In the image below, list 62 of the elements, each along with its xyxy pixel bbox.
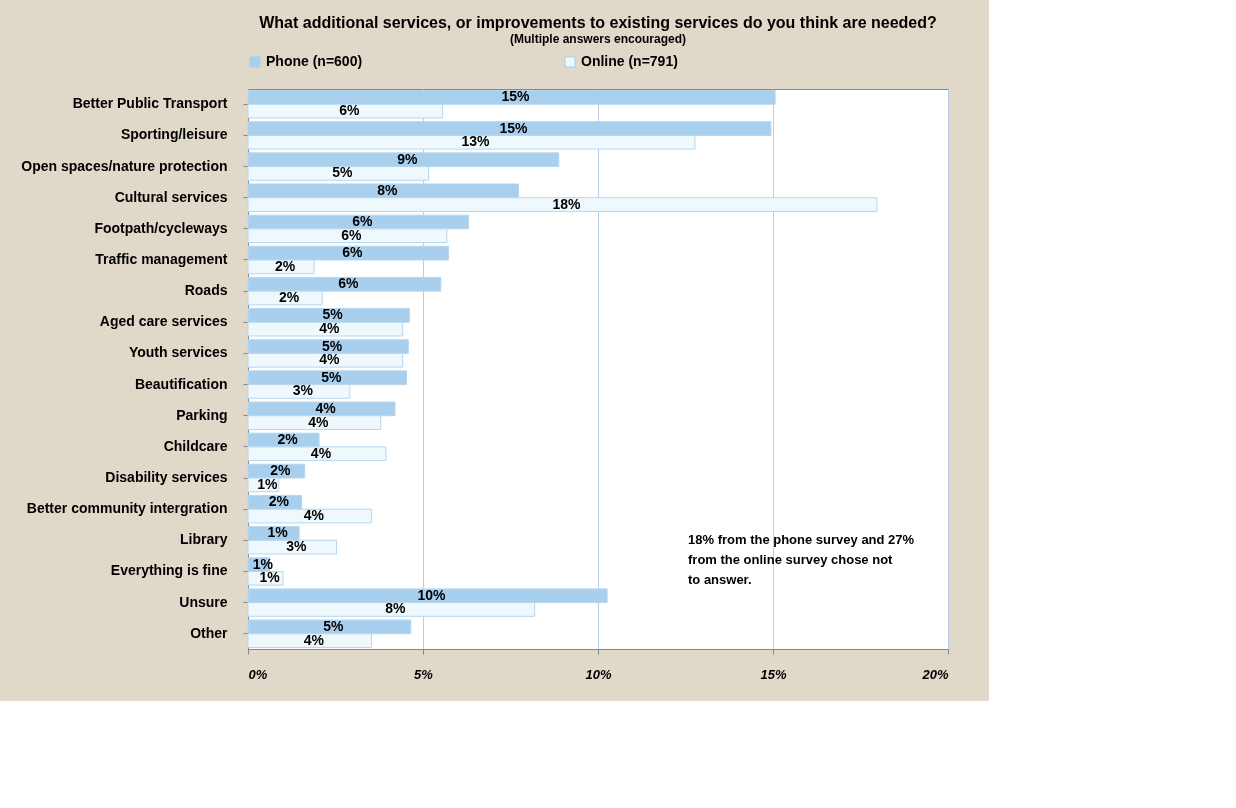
- data-label: 5%: [332, 164, 353, 181]
- data-label: 1%: [267, 524, 289, 541]
- y-tick-label: Library: [180, 531, 228, 548]
- data-label: 1%: [259, 569, 281, 586]
- data-label: 2%: [268, 493, 290, 510]
- x-tick-label: 0%: [248, 666, 268, 682]
- x-tick-label: 5%: [414, 666, 434, 682]
- data-label: 2%: [278, 288, 300, 305]
- data-label: 8%: [385, 600, 406, 617]
- y-tick-label: Youth services: [128, 344, 228, 361]
- data-label: 8%: [377, 181, 398, 198]
- data-label: 4%: [315, 399, 337, 416]
- data-label: 2%: [277, 431, 299, 448]
- data-label: 4%: [308, 413, 329, 430]
- data-label: 15%: [499, 119, 529, 136]
- data-label: 4%: [319, 351, 341, 368]
- x-tick-label: 10%: [585, 666, 612, 682]
- data-label: 4%: [303, 507, 325, 524]
- y-tick-label: Unsure: [179, 593, 228, 610]
- annotation: 18% from the phone survey and 27% from the online survey chose not to answer.: [688, 532, 915, 587]
- y-tick-label: Parking: [176, 406, 228, 423]
- data-label: 4%: [319, 320, 341, 337]
- data-label: 18%: [552, 195, 582, 212]
- data-label: 13%: [461, 133, 491, 150]
- y-tick-label: Everything is fine: [110, 562, 228, 579]
- legend-label: Phone (n=600): [266, 53, 363, 69]
- y-tick-label: Other: [190, 624, 229, 641]
- x-tick-label: 20%: [921, 666, 949, 682]
- data-label: 9%: [397, 150, 419, 167]
- data-label: 6%: [338, 275, 360, 292]
- data-label: 3%: [286, 538, 307, 555]
- y-tick-label: Aged care services: [99, 313, 228, 330]
- data-label: 4%: [310, 444, 332, 461]
- chart-subtitle: (Multiple answers encouraged): [509, 32, 687, 46]
- data-label: 10%: [417, 586, 447, 603]
- y-tick-label: Traffic management: [95, 250, 228, 267]
- data-label: 6%: [339, 102, 360, 119]
- x-tick-label: 15%: [760, 666, 787, 682]
- data-label: 5%: [323, 617, 345, 634]
- y-tick-label: Beautification: [134, 375, 228, 392]
- y-tick-label: Roads: [184, 282, 228, 299]
- y-tick-label: Open spaces/nature protection: [21, 157, 228, 174]
- data-label: 4%: [303, 631, 325, 648]
- y-tick-label: Better community intergration: [26, 500, 228, 517]
- data-label: 6%: [341, 226, 363, 243]
- y-tick-label: Cultural services: [114, 188, 228, 205]
- y-tick-label: Better Public Transport: [72, 95, 228, 112]
- chart-title: What additional services, or improvements to existing services do you think are needed?: [259, 14, 937, 31]
- data-label: 2%: [274, 257, 296, 274]
- y-tick-label: Childcare: [163, 437, 228, 454]
- data-label: 6%: [352, 212, 373, 229]
- y-tick-label: Footpath/cycleways: [94, 219, 228, 236]
- data-label: 5%: [322, 306, 344, 323]
- data-label: 6%: [342, 244, 363, 261]
- data-label: 3%: [292, 382, 314, 399]
- y-tick-label: Sporting/leisure: [120, 126, 228, 143]
- data-label: 15%: [501, 88, 531, 105]
- y-tick-label: Disability services: [105, 469, 228, 486]
- data-label: 1%: [252, 555, 274, 572]
- data-label: 5%: [321, 368, 342, 385]
- legend-label: Online (n=791): [581, 53, 678, 69]
- data-label: 5%: [322, 337, 343, 354]
